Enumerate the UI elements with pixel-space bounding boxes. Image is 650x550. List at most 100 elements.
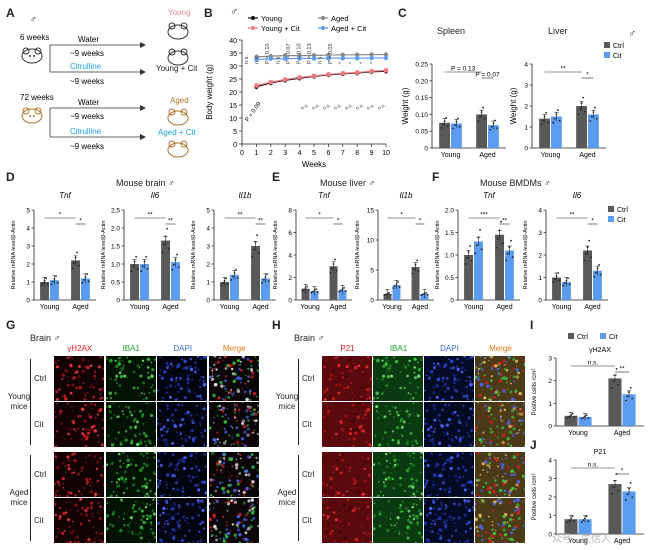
cell-signal — [142, 398, 145, 401]
data-dot — [501, 242, 504, 245]
cell-signal — [424, 438, 427, 441]
cell-signal — [353, 482, 356, 485]
cell-signal — [432, 484, 434, 486]
cell-signal — [96, 413, 99, 416]
cell-signal — [241, 443, 244, 445]
cell-signal — [173, 379, 175, 381]
data-dot — [143, 260, 146, 263]
data-dot — [420, 294, 423, 297]
cell-signal — [200, 375, 202, 378]
legend-marker — [321, 26, 325, 30]
cell-signal — [244, 513, 248, 517]
cell-signal — [424, 521, 428, 526]
cell-signal — [485, 537, 487, 540]
cell-signal — [239, 381, 242, 384]
cell-signal — [153, 473, 156, 475]
cell-signal — [234, 463, 238, 467]
cell-signal — [152, 394, 155, 397]
cell-signal — [397, 439, 401, 443]
legend-f-ctrl-swatch — [608, 206, 614, 212]
cell-signal — [250, 453, 253, 456]
cell-signal — [343, 386, 346, 390]
male-symbol-c: ♂ — [628, 28, 637, 40]
cell-signal — [188, 374, 191, 376]
cell-signal — [417, 386, 419, 389]
cell-signal — [194, 435, 198, 440]
data-dot — [220, 284, 223, 287]
cell-signal — [248, 392, 251, 395]
cell-signal — [399, 420, 402, 423]
cell-signal — [109, 494, 113, 497]
cell-signal — [333, 501, 336, 504]
cell-signal — [354, 392, 356, 394]
data-dot — [573, 416, 576, 419]
data-dot — [334, 258, 337, 261]
data-dot — [311, 290, 314, 293]
cell-signal — [481, 461, 485, 466]
data-dot — [164, 235, 167, 238]
cell-signal — [392, 465, 395, 469]
cell-signal — [501, 475, 504, 478]
cell-signal — [84, 394, 87, 397]
cell-signal — [351, 444, 353, 447]
cell-signal — [218, 441, 221, 444]
cell-signal — [480, 440, 483, 444]
cell-signal — [61, 532, 65, 535]
cell-signal — [485, 408, 489, 411]
cell-signal — [420, 535, 423, 539]
cell-signal — [431, 433, 433, 436]
cell-signal — [241, 524, 245, 528]
cell-signal — [226, 395, 230, 399]
cell-signal — [400, 433, 403, 436]
y-tick-label: 2 — [288, 275, 292, 282]
data-dot — [592, 111, 595, 114]
cell-signal — [363, 532, 365, 534]
cell-signal — [410, 477, 414, 481]
cell-signal — [366, 493, 369, 495]
cell-signal — [335, 491, 339, 494]
cell-signal — [335, 465, 337, 467]
cell-signal — [143, 440, 146, 443]
cell-signal — [144, 434, 148, 438]
cell-signal — [369, 483, 372, 486]
cell-signal — [169, 484, 172, 486]
cell-signal — [521, 461, 525, 464]
data-point — [268, 80, 273, 85]
cell-signal — [488, 452, 492, 456]
cell-signal — [323, 430, 326, 433]
cell-signal — [405, 395, 408, 397]
cell-signal — [246, 499, 250, 503]
cell-signal — [450, 359, 454, 364]
cell-signal — [54, 452, 57, 454]
cell-signal — [242, 424, 246, 429]
cell-signal — [197, 484, 200, 488]
cell-signal — [354, 480, 357, 484]
cell-signal — [188, 479, 193, 483]
cell-signal — [159, 374, 161, 377]
cell-signal — [429, 506, 433, 511]
cell-signal — [246, 427, 250, 431]
cell-signal — [487, 410, 491, 413]
cell-signal — [436, 508, 439, 511]
cell-signal — [144, 505, 147, 509]
cell-signal — [80, 470, 83, 472]
cell-signal — [365, 538, 369, 542]
cell-signal — [226, 407, 228, 410]
cell-signal — [238, 454, 241, 456]
cell-signal — [499, 399, 501, 401]
cell-signal — [400, 417, 404, 421]
mouse-brain-title: Mouse brain ♂ — [116, 178, 175, 188]
cell-signal — [225, 524, 227, 526]
cell-signal — [88, 415, 93, 419]
cell-signal — [118, 528, 123, 533]
water-label-2: Water — [78, 98, 99, 107]
cell-signal — [326, 409, 331, 414]
cell-signal — [151, 384, 154, 387]
cell-signal — [190, 467, 194, 470]
cell-signal — [449, 395, 452, 398]
cell-signal — [67, 458, 71, 462]
cell-signal — [400, 533, 403, 536]
y-tick-label: 2 — [206, 262, 210, 269]
cell-signal — [412, 514, 415, 517]
cell-signal — [200, 394, 202, 396]
